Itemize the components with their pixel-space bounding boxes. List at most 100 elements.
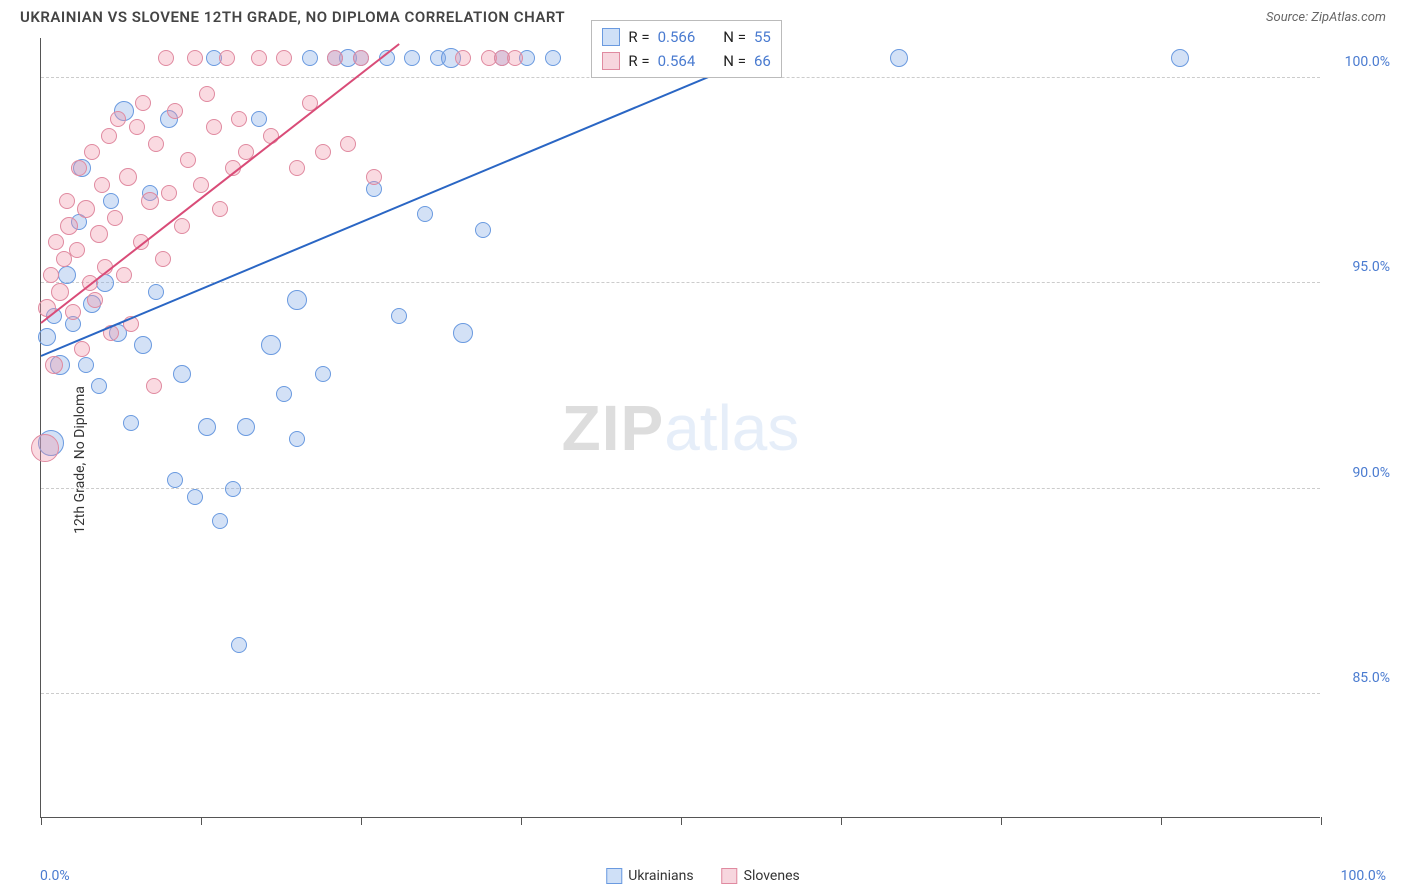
scatter-point <box>231 637 247 653</box>
scatter-point <box>71 160 87 176</box>
y-tick-label: 90.0% <box>1330 465 1390 481</box>
scatter-point <box>141 192 159 210</box>
scatter-point <box>340 136 356 152</box>
scatter-point <box>287 290 307 310</box>
legend-swatch <box>602 28 620 46</box>
scatter-point <box>261 335 281 355</box>
x-min-label: 0.0% <box>40 868 70 884</box>
scatter-point <box>91 378 107 394</box>
scatter-point <box>148 284 164 300</box>
scatter-point <box>78 357 94 373</box>
chart-container: 12th Grade, No Diploma 85.0%90.0%95.0%10… <box>0 30 1406 890</box>
x-tick <box>201 817 202 825</box>
scatter-point <box>507 50 523 66</box>
scatter-point <box>103 193 119 209</box>
x-tick <box>1321 817 1322 825</box>
scatter-point <box>48 234 64 250</box>
legend-bottom: Ukrainians Slovenes <box>606 868 799 884</box>
scatter-point <box>545 50 561 66</box>
scatter-point <box>87 292 103 308</box>
n-value: 55 <box>754 25 771 49</box>
scatter-point <box>129 119 145 135</box>
scatter-point <box>123 415 139 431</box>
scatter-point <box>135 95 151 111</box>
legend-swatch <box>602 52 620 70</box>
scatter-point <box>455 50 471 66</box>
scatter-point <box>353 50 369 66</box>
scatter-point <box>167 472 183 488</box>
gridline <box>41 693 1320 694</box>
y-tick-label: 85.0% <box>1330 670 1390 686</box>
scatter-point <box>90 225 108 243</box>
scatter-point <box>315 366 331 382</box>
scatter-point <box>167 103 183 119</box>
scatter-point <box>251 50 267 66</box>
scatter-point <box>327 50 343 66</box>
scatter-point <box>219 50 235 66</box>
scatter-point <box>289 160 305 176</box>
n-value: 66 <box>754 49 771 73</box>
x-tick <box>1001 817 1002 825</box>
scatter-point <box>475 222 491 238</box>
scatter-point <box>212 513 228 529</box>
scatter-point <box>69 242 85 258</box>
r-label: R = <box>628 49 649 73</box>
scatter-point <box>187 50 203 66</box>
scatter-point <box>173 365 191 383</box>
x-tick <box>361 817 362 825</box>
legend-swatch <box>722 868 738 884</box>
scatter-point <box>107 210 123 226</box>
scatter-point <box>155 251 171 267</box>
scatter-point <box>101 128 117 144</box>
scatter-point <box>84 144 100 160</box>
scatter-point <box>366 169 382 185</box>
scatter-point <box>94 177 110 193</box>
scatter-point <box>180 152 196 168</box>
scatter-point <box>276 386 292 402</box>
scatter-point <box>391 308 407 324</box>
legend-row: R = 0.566 N = 55 <box>602 25 770 49</box>
scatter-point <box>225 481 241 497</box>
scatter-point <box>119 168 137 186</box>
scatter-point <box>161 185 177 201</box>
scatter-point <box>453 323 473 343</box>
r-value: 0.564 <box>658 49 696 73</box>
gridline <box>41 282 1320 283</box>
legend-item: Ukrainians <box>606 868 693 884</box>
scatter-point <box>58 266 76 284</box>
scatter-point <box>60 217 78 235</box>
legend-row: R = 0.564 N = 66 <box>602 49 770 73</box>
scatter-point <box>43 267 59 283</box>
scatter-point <box>31 434 59 462</box>
watermark: ZIPatlas <box>562 391 800 465</box>
scatter-point <box>890 49 908 67</box>
scatter-point <box>187 489 203 505</box>
n-label: N = <box>723 25 746 49</box>
scatter-point <box>231 111 247 127</box>
scatter-point <box>148 136 164 152</box>
scatter-point <box>404 50 420 66</box>
scatter-point <box>158 50 174 66</box>
x-tick <box>681 817 682 825</box>
scatter-point <box>417 206 433 222</box>
scatter-point <box>206 119 222 135</box>
r-value: 0.566 <box>658 25 696 49</box>
scatter-point <box>315 144 331 160</box>
scatter-point <box>45 356 63 374</box>
scatter-point <box>65 304 81 320</box>
n-label: N = <box>723 49 746 73</box>
scatter-point <box>174 218 190 234</box>
scatter-point <box>198 418 216 436</box>
scatter-point <box>251 111 267 127</box>
scatter-point <box>1171 49 1189 67</box>
scatter-point <box>134 336 152 354</box>
scatter-point <box>116 267 132 283</box>
scatter-point <box>77 200 95 218</box>
legend-swatch <box>606 868 622 884</box>
scatter-point <box>199 86 215 102</box>
x-max-label: 100.0% <box>1341 868 1386 884</box>
source-label: Source: ZipAtlas.com <box>1266 10 1386 25</box>
r-label: R = <box>628 25 649 49</box>
legend-item: Slovenes <box>722 868 800 884</box>
scatter-point <box>212 201 228 217</box>
